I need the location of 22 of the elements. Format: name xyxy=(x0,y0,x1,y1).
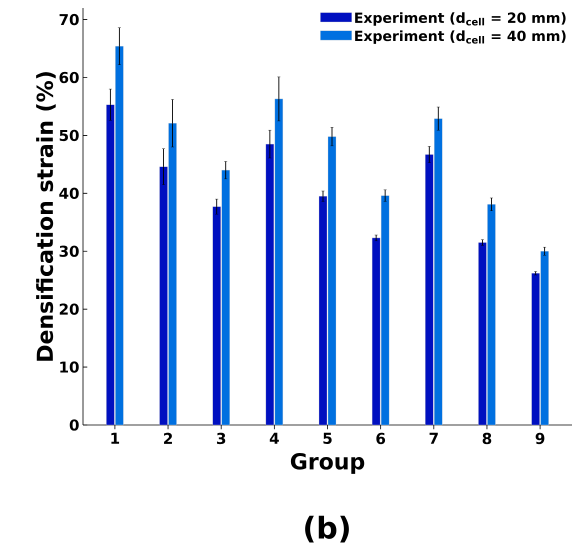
y-tick-label: 50 xyxy=(60,130,79,142)
legend-label: Experiment (d$_{cell}$ = 20 mm) xyxy=(355,12,566,26)
y-tick-label: 10 xyxy=(60,361,79,373)
y-tick-label: 70 xyxy=(60,14,79,26)
x-axis-title: Group xyxy=(290,453,364,474)
y-axis-title: Densification strain (%) xyxy=(36,72,56,361)
x-tick-label: 4 xyxy=(270,432,279,444)
y-tick-label: 30 xyxy=(60,246,79,257)
legend-label: Experiment (d$_{cell}$ = 40 mm) xyxy=(355,30,566,44)
x-tick-label: 5 xyxy=(323,432,332,444)
y-tick-label: 0 xyxy=(70,419,79,431)
x-tick-label: 8 xyxy=(482,432,492,444)
y-tick-label: 40 xyxy=(59,188,79,200)
x-tick-label: 7 xyxy=(430,432,438,444)
x-tick-label: 9 xyxy=(536,432,544,444)
x-tick-label: 6 xyxy=(376,432,386,444)
y-tick-label: 20 xyxy=(60,303,79,315)
text: (b) xyxy=(305,516,349,542)
x-tick-label: 1 xyxy=(111,432,120,444)
x-tick-label: 2 xyxy=(164,432,172,444)
x-tick-label: 3 xyxy=(216,432,226,444)
y-tick-label: 60 xyxy=(60,72,79,84)
